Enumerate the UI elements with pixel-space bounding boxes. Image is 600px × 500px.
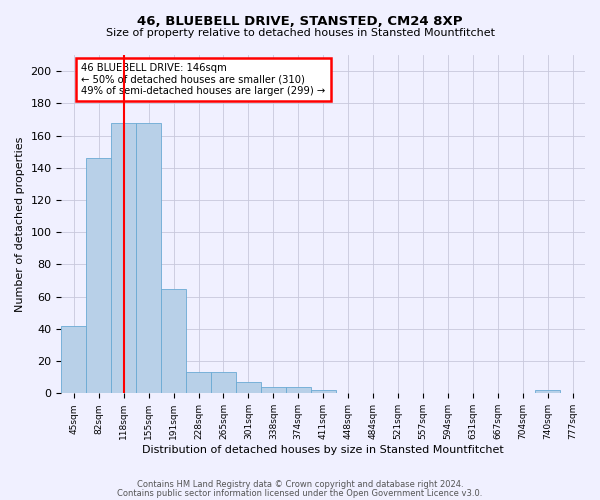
X-axis label: Distribution of detached houses by size in Stansted Mountfitchet: Distribution of detached houses by size … <box>142 445 504 455</box>
Text: Contains public sector information licensed under the Open Government Licence v3: Contains public sector information licen… <box>118 488 482 498</box>
Text: 46 BLUEBELL DRIVE: 146sqm
← 50% of detached houses are smaller (310)
49% of semi: 46 BLUEBELL DRIVE: 146sqm ← 50% of detac… <box>82 63 326 96</box>
Bar <box>86 158 111 394</box>
Y-axis label: Number of detached properties: Number of detached properties <box>15 136 25 312</box>
Text: Size of property relative to detached houses in Stansted Mountfitchet: Size of property relative to detached ho… <box>106 28 494 38</box>
Bar <box>535 390 560 394</box>
Bar <box>236 382 261 394</box>
Bar <box>186 372 211 394</box>
Bar <box>136 122 161 394</box>
Bar <box>211 372 236 394</box>
Bar <box>111 122 136 394</box>
Bar <box>61 326 86 394</box>
Text: 46, BLUEBELL DRIVE, STANSTED, CM24 8XP: 46, BLUEBELL DRIVE, STANSTED, CM24 8XP <box>137 15 463 28</box>
Bar <box>161 288 186 394</box>
Bar <box>311 390 335 394</box>
Bar <box>286 387 311 394</box>
Text: Contains HM Land Registry data © Crown copyright and database right 2024.: Contains HM Land Registry data © Crown c… <box>137 480 463 489</box>
Bar <box>261 387 286 394</box>
